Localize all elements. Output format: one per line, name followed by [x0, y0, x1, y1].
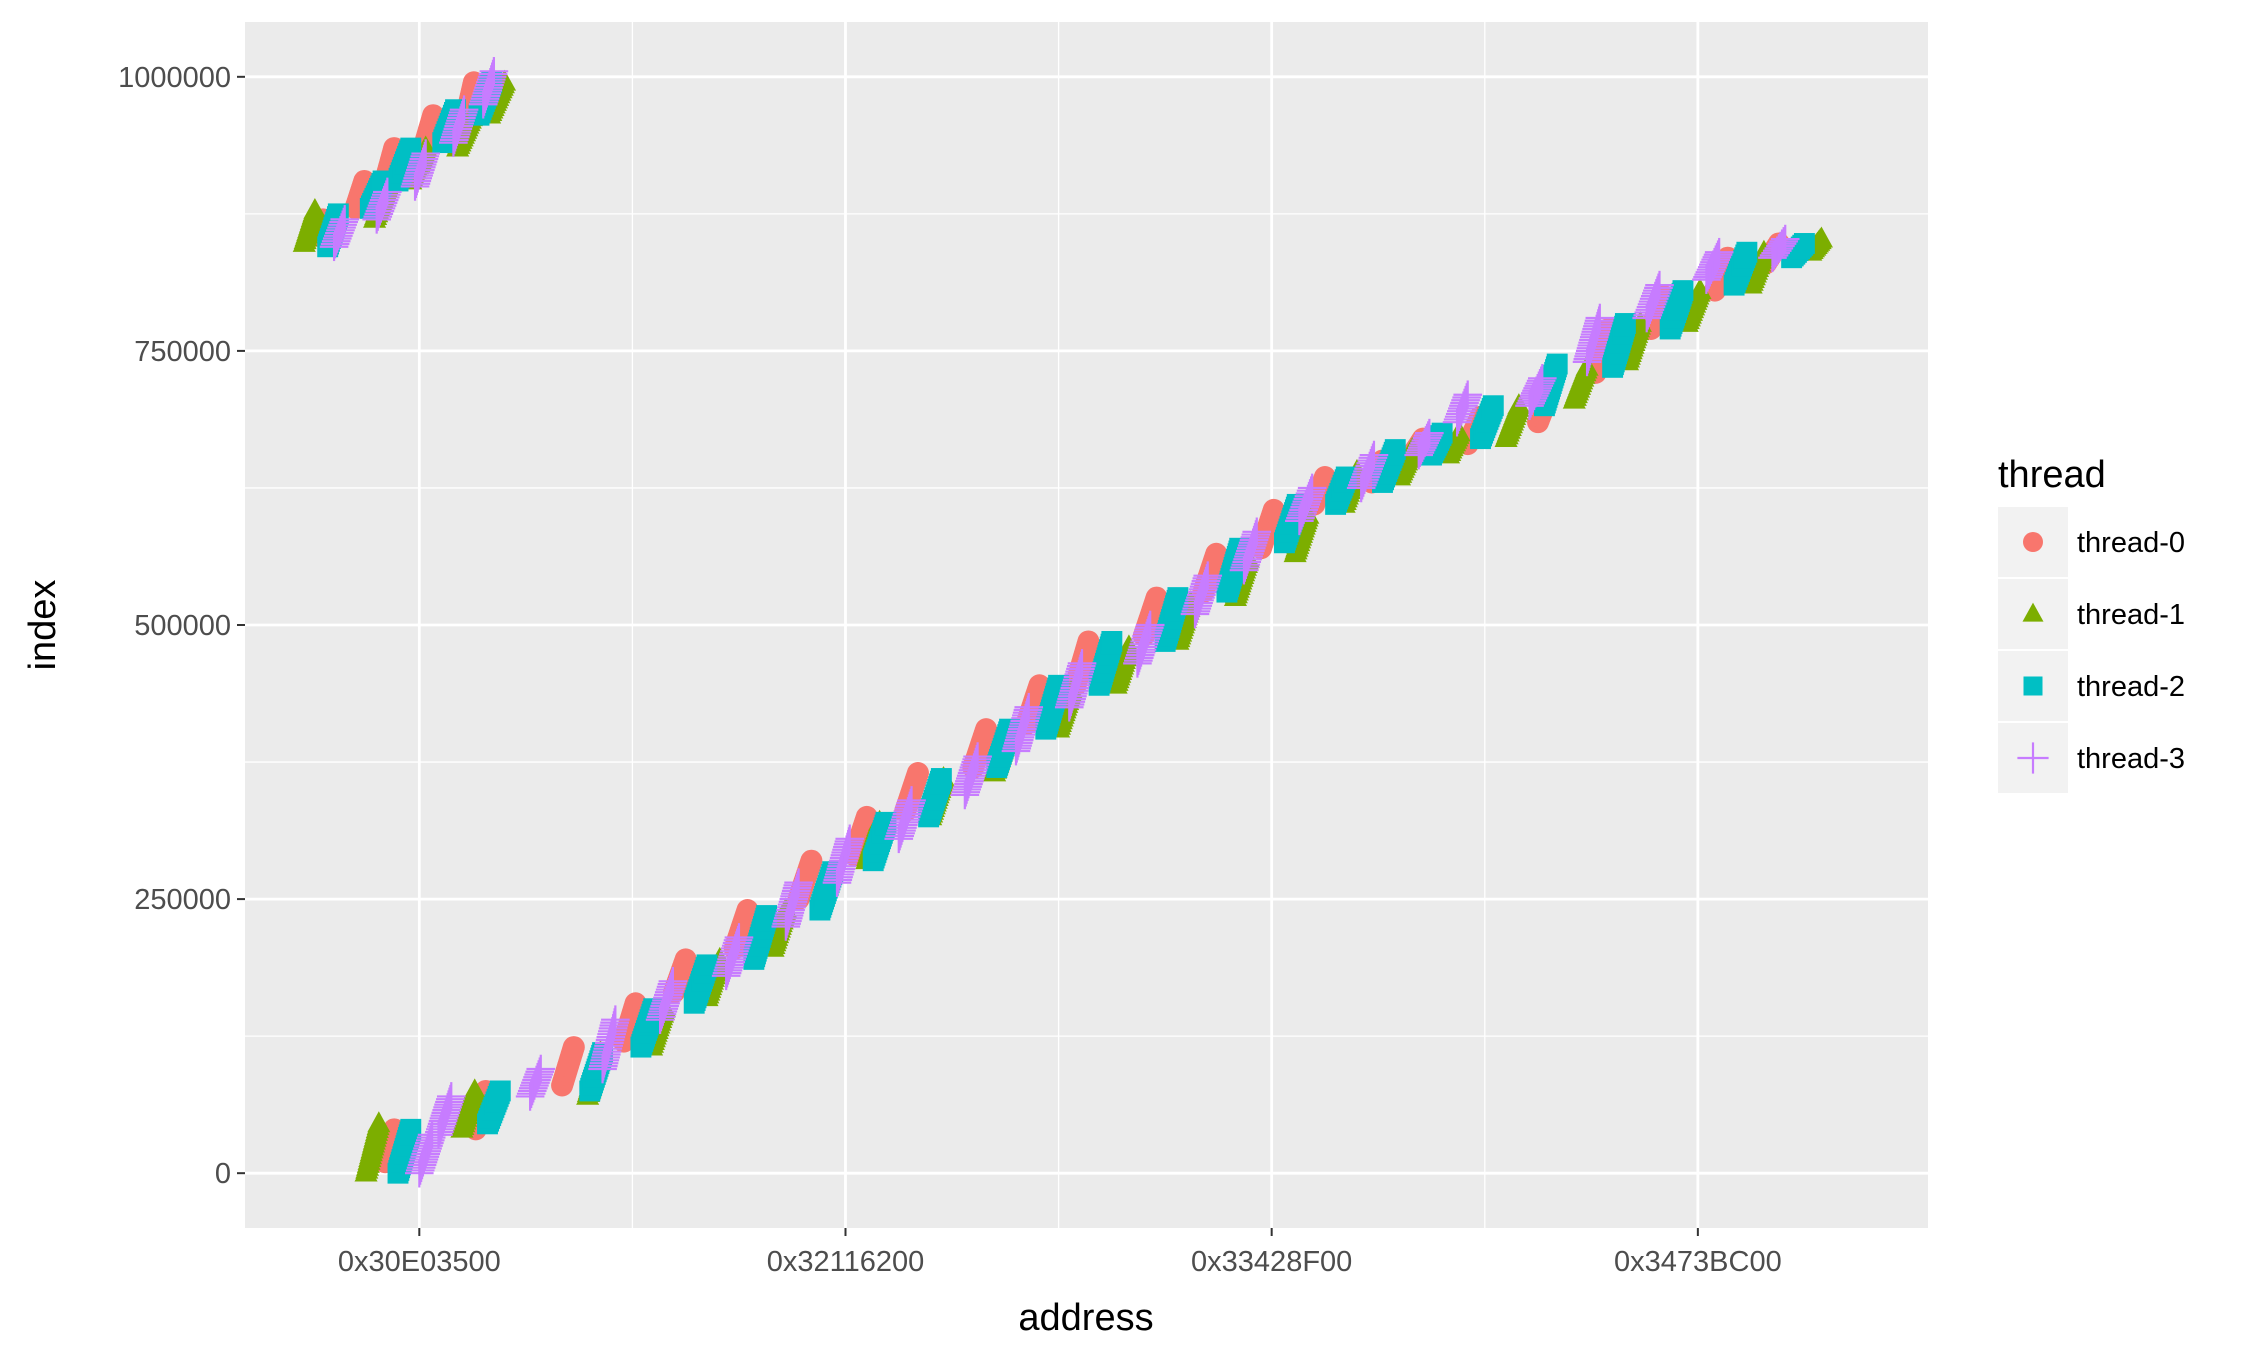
data-point-thread-2: [1546, 353, 1568, 375]
data-point-thread-3: [1193, 561, 1223, 590]
data-point-thread-3: [1703, 240, 1733, 270]
data-point-thread-3: [601, 1005, 630, 1034]
data-point-thread-3: [436, 1082, 466, 1111]
x-tick-label: 0x3473BC00: [1614, 1246, 1782, 1278]
data-point-thread-3: [1645, 270, 1674, 300]
data-point-thread-3: [1585, 303, 1615, 333]
data-point-thread-3: [449, 95, 479, 125]
data-point-thread-3: [835, 824, 865, 854]
data-point-thread-3: [1528, 364, 1557, 393]
data-point-thread-2: [1672, 280, 1694, 302]
data-point-thread-3: [1359, 440, 1389, 470]
data-point-thread-3: [1411, 426, 1441, 455]
data-point-thread-0: [1145, 586, 1168, 609]
x-axis: 0x30E03500 0x32116200 0x33428F00 0x3473BC00: [338, 1228, 1782, 1278]
x-tick-label: 0x30E03500: [338, 1246, 501, 1278]
data-point-thread-3: [1135, 610, 1165, 640]
data-point-thread-0: [1077, 630, 1100, 653]
y-tick-label: 250000: [134, 884, 231, 916]
data-point-thread-2: [696, 954, 718, 976]
data-point-thread-2: [400, 1118, 422, 1140]
data-point-thread-1: [367, 1111, 391, 1133]
data-point-thread-3: [724, 923, 754, 952]
legend-title: thread: [1998, 454, 2106, 496]
y-axis: 0 250000 500000 750000 1000000: [118, 62, 245, 1190]
y-tick-label: 0: [215, 1158, 231, 1190]
data-point-thread-0: [975, 718, 998, 741]
data-point-thread-0: [736, 899, 759, 922]
data-point-thread-3: [1415, 418, 1444, 448]
data-point-thread-3: [1525, 369, 1555, 398]
data-point-thread-2: [1793, 233, 1815, 254]
legend-label-thread-1: thread-1: [2077, 599, 2185, 631]
data-point-thread-3: [1704, 237, 1734, 267]
data-point-thread-0: [1262, 498, 1285, 521]
data-point-thread-3: [1524, 371, 1554, 401]
data-point-thread-1: [463, 1078, 487, 1100]
data-point-thread-2: [1384, 439, 1406, 461]
data-point-thread-0: [906, 762, 929, 785]
data-point-thread-3: [526, 1054, 556, 1084]
legend-marker-thread-0: [2023, 532, 2043, 552]
legend: thread thread-0 thread-1 thread-2 thread-3: [1998, 454, 2185, 793]
x-tick-label: 0x32116200: [767, 1246, 925, 1278]
data-point-thread-2: [1614, 313, 1636, 334]
data-point-thread-0: [674, 948, 697, 971]
data-point-thread-3: [1412, 423, 1442, 453]
data-point-thread-1: [1809, 226, 1834, 248]
data-point-thread-3: [1014, 692, 1044, 722]
data-point-thread-3: [1067, 649, 1097, 678]
y-tick-label: 750000: [134, 336, 231, 368]
data-point-thread-3: [897, 786, 926, 815]
data-point-thread-2: [1101, 630, 1123, 652]
grid-major: [245, 22, 1928, 1228]
data-point-thread-3: [1769, 227, 1798, 256]
legend-marker-thread-1: [2022, 602, 2044, 622]
data-point-thread-3: [411, 139, 441, 168]
legend-label-thread-3: thread-3: [2077, 743, 2185, 775]
legend-label-thread-2: thread-2: [2077, 671, 2185, 703]
data-point-thread-3: [1766, 231, 1795, 261]
data-point-thread-2: [489, 1080, 511, 1102]
data-point-thread-3: [1297, 473, 1327, 503]
data-point-thread-3: [373, 177, 402, 207]
x-tick-label: 0x33428F00: [1191, 1246, 1352, 1278]
data-point-thread-2: [1167, 587, 1189, 609]
data-point-thread-3: [1453, 380, 1483, 410]
data-point-thread-3: [784, 868, 813, 897]
data-point-thread-3: [1770, 224, 1800, 254]
data-point-thread-3: [1526, 366, 1556, 396]
data-point-thread-3: [658, 967, 688, 996]
y-tick-label: 1000000: [118, 62, 231, 94]
data-point-thread-3: [330, 205, 360, 234]
data-point-thread-2: [1736, 241, 1758, 263]
y-tick-label: 500000: [134, 610, 231, 642]
data-point-thread-3: [1702, 242, 1732, 272]
data-point-thread-2: [930, 768, 952, 789]
legend-marker-thread-3: [2017, 742, 2049, 774]
data-point-thread-0: [1205, 542, 1228, 565]
data-point-thread-0: [1313, 465, 1336, 488]
data-point-thread-2: [756, 905, 778, 926]
x-axis-title: address: [1018, 1297, 1153, 1339]
legend-marker-thread-2: [2023, 676, 2043, 696]
data-point-thread-3: [1767, 229, 1797, 259]
data-point-thread-3: [963, 742, 992, 771]
data-marks: [292, 57, 1834, 1188]
y-axis-title: index: [22, 580, 64, 671]
data-point-thread-2: [1482, 395, 1504, 417]
data-point-thread-3: [1413, 421, 1443, 450]
data-point-thread-3: [479, 57, 509, 86]
series-thread-3: [319, 57, 1800, 1188]
data-point-thread-0: [800, 849, 823, 872]
data-point-thread-0: [855, 805, 878, 828]
data-point-thread-1: [303, 198, 327, 219]
legend-label-thread-0: thread-0: [2077, 527, 2185, 559]
data-point-thread-3: [1701, 245, 1730, 275]
data-point-thread-0: [562, 1036, 585, 1059]
data-point-thread-3: [1242, 517, 1272, 547]
